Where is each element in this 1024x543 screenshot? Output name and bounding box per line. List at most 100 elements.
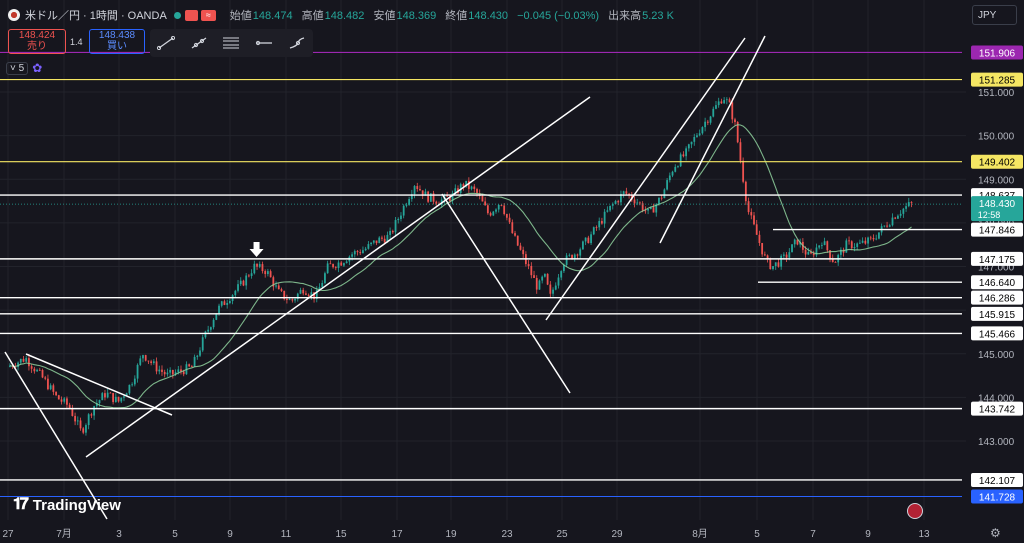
candle-body bbox=[353, 251, 356, 255]
level-price-tag[interactable] bbox=[971, 222, 1023, 237]
level-price-tag[interactable] bbox=[971, 154, 1023, 169]
settings-circle-icon[interactable]: ✿ bbox=[32, 61, 43, 75]
candle-body bbox=[582, 241, 584, 250]
trend-line[interactable] bbox=[85, 96, 591, 458]
candle-body bbox=[280, 289, 283, 291]
level-price-tag[interactable] bbox=[971, 306, 1023, 321]
candle-body bbox=[495, 209, 497, 212]
candle-body bbox=[470, 186, 473, 189]
candle-body bbox=[345, 261, 348, 264]
trend-line[interactable] bbox=[659, 35, 766, 244]
time-axis[interactable]: 27 7月 3 5 9 11 15 17 19 23 25 29 8月 5 7 9 13 bbox=[0, 522, 966, 543]
level-price-tag[interactable] bbox=[971, 290, 1023, 305]
trend-line[interactable] bbox=[441, 193, 571, 394]
arrow-marker bbox=[249, 242, 264, 257]
candle-body bbox=[788, 252, 791, 258]
price-axis[interactable]: 143.000144.000145.000146.000147.000148.0… bbox=[966, 0, 1024, 543]
candle-body bbox=[267, 271, 269, 275]
candle-body bbox=[318, 287, 321, 290]
current-price-tag bbox=[971, 196, 1023, 222]
candle-body bbox=[734, 119, 736, 123]
gear-icon[interactable]: ⚙ bbox=[990, 526, 1001, 540]
chart-header: 米ドル／円 · 1時間 · OANDA ≈ 始値148.474 高値148.48… bbox=[8, 7, 674, 23]
ray-tool-icon[interactable] bbox=[188, 34, 210, 52]
horizontal-levels[interactable] bbox=[0, 51, 962, 498]
trend-line[interactable] bbox=[4, 351, 108, 520]
chevron-down-icon[interactable]: ˅ 5 bbox=[6, 61, 29, 75]
candle-body bbox=[728, 99, 731, 103]
candle-body bbox=[674, 166, 677, 172]
price-tick-label: 150.000 bbox=[978, 132, 1015, 143]
indicator-toggle[interactable]: ˅ 5 ✿ bbox=[6, 61, 42, 75]
candle-body bbox=[709, 116, 712, 123]
level-price-label: 147.175 bbox=[979, 255, 1016, 266]
candle-body bbox=[47, 378, 49, 390]
trend-line[interactable] bbox=[545, 37, 746, 321]
candle-body bbox=[296, 293, 299, 300]
horizontal-ray-tool-icon[interactable] bbox=[253, 34, 275, 52]
candle-body bbox=[598, 221, 601, 228]
candle-body bbox=[500, 204, 503, 206]
candle-body bbox=[848, 240, 850, 242]
candle-body bbox=[774, 262, 777, 267]
candle-body bbox=[679, 154, 682, 167]
time-tick-label: 29 bbox=[611, 529, 623, 540]
level-price-tag[interactable] bbox=[971, 326, 1023, 341]
candle-body bbox=[74, 415, 76, 422]
candle-body bbox=[739, 142, 742, 161]
candle-body bbox=[641, 203, 644, 211]
candle-body bbox=[628, 193, 630, 196]
candle-body bbox=[28, 358, 30, 367]
candle-body bbox=[258, 264, 261, 267]
candle-body bbox=[576, 254, 579, 256]
candle-body bbox=[256, 263, 258, 267]
candle-body bbox=[565, 255, 568, 265]
trend-lines[interactable] bbox=[4, 35, 766, 520]
grid-lines bbox=[0, 0, 966, 520]
candle-body bbox=[587, 237, 590, 244]
trend-line[interactable] bbox=[25, 353, 173, 416]
candle-body bbox=[658, 197, 660, 205]
time-tick-label: 15 bbox=[335, 529, 347, 540]
symbol-title[interactable]: 米ドル／円 · 1時間 · OANDA bbox=[25, 10, 167, 22]
candle-body bbox=[899, 213, 902, 216]
currency-selector[interactable]: JPY bbox=[972, 5, 1017, 25]
level-price-tag[interactable] bbox=[971, 401, 1023, 416]
candle-body bbox=[60, 399, 63, 402]
level-price-tag[interactable] bbox=[971, 251, 1023, 266]
level-price-tag[interactable] bbox=[971, 489, 1023, 504]
candle-body bbox=[383, 238, 386, 243]
candle-body bbox=[66, 398, 68, 405]
buy-button[interactable]: 148.438 買い bbox=[89, 29, 145, 54]
level-price-tag[interactable] bbox=[971, 45, 1023, 60]
candle-body bbox=[201, 337, 204, 351]
time-axis-bg bbox=[0, 522, 966, 543]
candle-body bbox=[649, 207, 652, 209]
trend-line-tool-icon[interactable] bbox=[155, 34, 177, 52]
level-price-tag[interactable] bbox=[971, 72, 1023, 87]
candle-body bbox=[793, 239, 796, 245]
candle-body bbox=[139, 358, 142, 365]
candle-body bbox=[541, 276, 544, 281]
us-flag-icon[interactable] bbox=[907, 503, 923, 519]
candle-body bbox=[261, 264, 264, 272]
candle-body bbox=[886, 225, 888, 227]
level-price-label: 145.466 bbox=[979, 329, 1016, 340]
flag-marker-icon[interactable] bbox=[184, 9, 198, 21]
candle-body bbox=[782, 254, 785, 256]
path-tool-icon[interactable] bbox=[286, 34, 308, 52]
time-tick-label: 25 bbox=[556, 529, 568, 540]
time-tick-label: 9 bbox=[865, 529, 871, 540]
channel-tool-icon[interactable] bbox=[220, 34, 242, 52]
candle-body bbox=[237, 284, 239, 291]
wave-icon[interactable]: ≈ bbox=[200, 9, 216, 21]
level-price-tag[interactable] bbox=[971, 472, 1023, 487]
level-price-label: 145.915 bbox=[979, 310, 1016, 321]
level-price-tag[interactable] bbox=[971, 275, 1023, 290]
candle-body bbox=[829, 250, 831, 259]
candle-body bbox=[489, 213, 492, 216]
sell-button[interactable]: 148.424 売り bbox=[8, 29, 66, 54]
tradingview-logo[interactable]: 𝟏𝟕 TradingView bbox=[13, 496, 121, 514]
candle-body bbox=[655, 204, 658, 213]
